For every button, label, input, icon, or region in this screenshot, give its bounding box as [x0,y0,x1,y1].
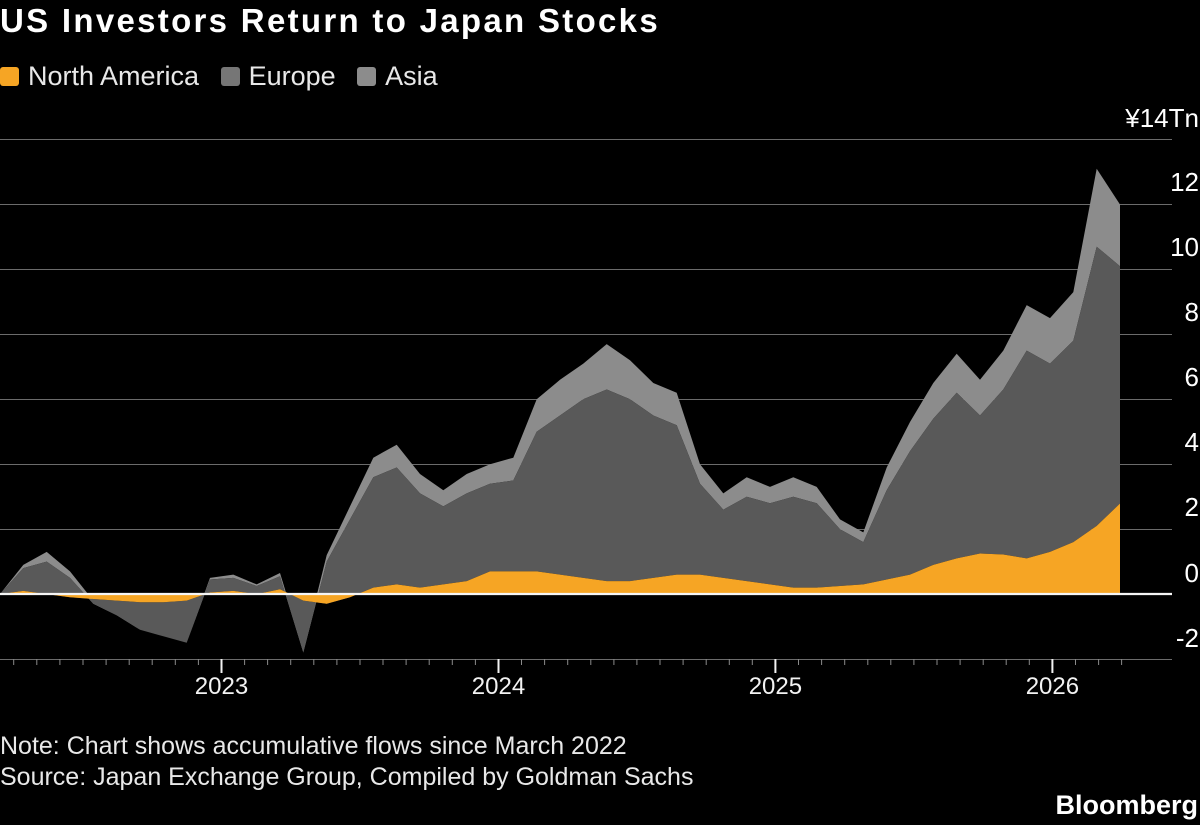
svg-text:0: 0 [1185,558,1199,588]
svg-text:-2: -2 [1176,623,1199,653]
svg-text:4: 4 [1185,427,1199,457]
svg-text:2024: 2024 [472,673,525,700]
svg-text:12: 12 [1170,167,1199,197]
svg-text:2025: 2025 [749,673,802,700]
svg-text:10: 10 [1170,232,1199,262]
svg-text:2026: 2026 [1026,673,1079,700]
svg-text:8: 8 [1185,297,1199,327]
svg-text:2: 2 [1185,492,1199,522]
svg-text:2023: 2023 [195,673,248,700]
svg-text:6: 6 [1185,362,1199,392]
svg-text:¥14Tn: ¥14Tn [1124,103,1199,133]
